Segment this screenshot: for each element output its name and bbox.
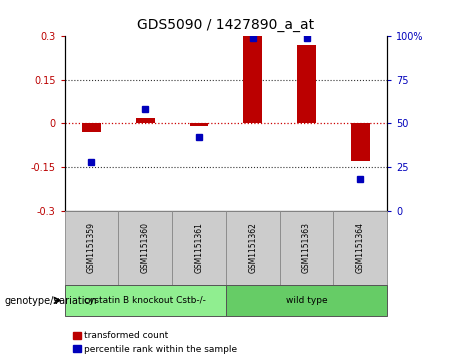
Text: GSM1151361: GSM1151361 bbox=[195, 222, 203, 273]
Bar bbox=[351, 123, 370, 161]
Bar bbox=[243, 36, 262, 123]
Text: cystatin B knockout Cstb-/-: cystatin B knockout Cstb-/- bbox=[84, 296, 206, 305]
Bar bbox=[136, 118, 154, 123]
FancyBboxPatch shape bbox=[226, 211, 280, 285]
Bar bbox=[297, 45, 316, 123]
Title: GDS5090 / 1427890_a_at: GDS5090 / 1427890_a_at bbox=[137, 19, 314, 33]
Text: GSM1151360: GSM1151360 bbox=[141, 222, 150, 273]
FancyBboxPatch shape bbox=[65, 211, 118, 285]
Text: wild type: wild type bbox=[286, 296, 327, 305]
Bar bbox=[189, 123, 208, 126]
Bar bbox=[82, 123, 101, 132]
Legend: transformed count, percentile rank within the sample: transformed count, percentile rank withi… bbox=[69, 327, 241, 357]
FancyBboxPatch shape bbox=[172, 211, 226, 285]
Text: GSM1151363: GSM1151363 bbox=[302, 222, 311, 273]
FancyBboxPatch shape bbox=[118, 211, 172, 285]
FancyBboxPatch shape bbox=[333, 211, 387, 285]
FancyBboxPatch shape bbox=[226, 285, 387, 316]
Text: genotype/variation: genotype/variation bbox=[5, 295, 97, 306]
FancyBboxPatch shape bbox=[280, 211, 333, 285]
FancyBboxPatch shape bbox=[65, 285, 226, 316]
Text: GSM1151362: GSM1151362 bbox=[248, 222, 257, 273]
Text: GSM1151359: GSM1151359 bbox=[87, 222, 96, 273]
Text: GSM1151364: GSM1151364 bbox=[356, 222, 365, 273]
